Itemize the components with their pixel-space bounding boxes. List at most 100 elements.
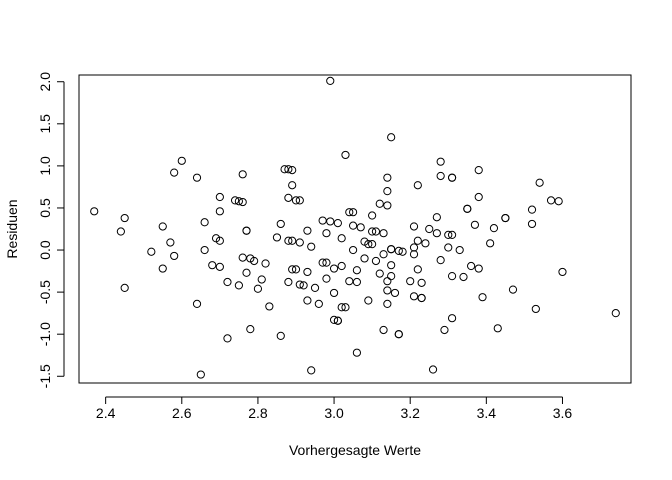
x-tick-label: 3.6 <box>553 405 573 421</box>
data-point <box>409 243 419 252</box>
data-point <box>288 265 297 274</box>
data-point <box>474 264 483 273</box>
y-tick-label: 1.0 <box>37 156 53 176</box>
data-point <box>375 199 384 208</box>
y-tick-label: -0.5 <box>37 280 53 304</box>
data-point <box>326 76 335 85</box>
data-point <box>326 217 335 226</box>
x-tick-label: 2.6 <box>172 405 192 421</box>
data-point <box>390 288 400 298</box>
data-point <box>242 226 251 235</box>
y-tick-label: -1.5 <box>37 364 53 388</box>
data-point <box>318 258 327 267</box>
data-point <box>215 236 224 245</box>
data-point <box>288 236 297 245</box>
data-point <box>360 254 369 263</box>
data-point <box>272 233 282 242</box>
data-point <box>196 370 205 379</box>
data-point <box>192 173 202 182</box>
data-point <box>284 165 293 174</box>
data-point <box>455 245 464 255</box>
x-tick-label: 2.8 <box>248 405 268 421</box>
data-point <box>474 165 483 175</box>
data-point <box>474 192 483 202</box>
data-point <box>288 181 297 190</box>
data-point <box>234 197 243 206</box>
data-point <box>295 238 304 247</box>
data-point <box>421 239 430 248</box>
x-tick-label: 3.0 <box>324 405 344 421</box>
data-point <box>489 224 499 233</box>
data-point <box>257 275 266 284</box>
data-point <box>558 267 567 277</box>
data-point <box>223 277 232 287</box>
data-point <box>303 296 312 305</box>
data-point <box>299 281 308 290</box>
x-tick-label: 2.4 <box>96 405 116 421</box>
data-point <box>371 256 381 266</box>
data-point <box>223 334 232 343</box>
y-tick-label: 0.5 <box>37 198 53 218</box>
data-point <box>379 229 388 238</box>
data-point <box>508 285 518 294</box>
data-point <box>177 156 186 165</box>
data-point <box>192 299 202 308</box>
data-point <box>368 240 377 249</box>
data-point <box>387 245 396 254</box>
data-point <box>303 226 312 235</box>
data-point <box>368 211 377 220</box>
data-point <box>208 261 217 270</box>
data-point <box>348 245 358 255</box>
data-point <box>409 222 419 231</box>
data-point <box>413 181 422 190</box>
data-point <box>333 316 342 325</box>
data-point <box>238 170 247 179</box>
data-point <box>253 284 263 293</box>
data-point <box>234 281 243 290</box>
data-point <box>284 236 293 245</box>
data-point <box>447 230 457 239</box>
data-point <box>345 208 354 217</box>
data-point <box>375 269 384 278</box>
data-point <box>291 265 301 274</box>
data-point <box>394 246 403 255</box>
data-point <box>611 309 620 318</box>
data-point <box>535 178 544 187</box>
data-point <box>265 302 274 311</box>
data-point <box>341 150 350 160</box>
data-point <box>307 242 316 251</box>
data-point <box>200 245 209 255</box>
data-point <box>432 229 441 238</box>
data-point <box>329 288 339 298</box>
data-point <box>394 330 403 339</box>
data-point <box>436 157 445 166</box>
data-point <box>387 272 396 281</box>
data-point <box>554 197 563 206</box>
data-point <box>200 218 209 227</box>
data-point <box>280 165 289 174</box>
data-point <box>310 283 320 293</box>
data-point <box>413 236 422 245</box>
data-point <box>337 234 346 243</box>
data-point <box>288 165 297 175</box>
data-point <box>383 201 392 210</box>
data-point <box>364 240 373 249</box>
data-point <box>337 261 346 271</box>
data-point <box>379 325 388 335</box>
y-tick-label: 0.0 <box>37 240 53 260</box>
data-point <box>406 277 415 286</box>
data-point <box>398 247 407 256</box>
data-point <box>486 239 495 248</box>
data-point <box>120 283 129 293</box>
data-point <box>329 315 339 324</box>
data-point <box>322 274 331 283</box>
data-point <box>436 171 445 181</box>
y-axis: -1.5 -1.0 -0.5 0.0 0.5 1.0 1.5 2.0 <box>37 72 65 388</box>
data-point <box>425 224 434 234</box>
data-point <box>383 173 392 182</box>
x-axis-label: Vorhergesagte Werte <box>289 442 421 458</box>
data-point <box>284 193 293 202</box>
data-point <box>417 293 426 303</box>
y-axis-label: Residuen <box>4 199 20 258</box>
data-point <box>352 266 362 275</box>
